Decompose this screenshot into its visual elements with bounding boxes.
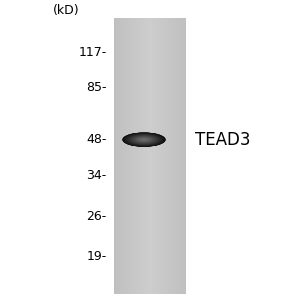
Ellipse shape xyxy=(124,133,164,146)
Ellipse shape xyxy=(139,138,149,141)
Ellipse shape xyxy=(137,137,151,142)
Ellipse shape xyxy=(130,135,158,144)
Ellipse shape xyxy=(126,134,162,146)
Ellipse shape xyxy=(139,138,149,141)
Ellipse shape xyxy=(134,136,154,143)
Ellipse shape xyxy=(142,139,146,140)
Ellipse shape xyxy=(127,134,161,146)
Ellipse shape xyxy=(140,138,148,141)
Ellipse shape xyxy=(138,138,150,142)
Ellipse shape xyxy=(134,136,154,143)
Ellipse shape xyxy=(132,136,156,143)
Ellipse shape xyxy=(131,135,157,144)
Ellipse shape xyxy=(122,133,166,147)
Ellipse shape xyxy=(139,138,149,142)
Ellipse shape xyxy=(123,133,165,147)
Ellipse shape xyxy=(125,134,163,146)
Ellipse shape xyxy=(132,136,156,144)
Ellipse shape xyxy=(128,134,160,145)
Ellipse shape xyxy=(131,135,157,144)
Ellipse shape xyxy=(128,134,160,145)
Ellipse shape xyxy=(124,133,164,146)
Ellipse shape xyxy=(128,134,160,145)
Ellipse shape xyxy=(134,136,154,143)
Ellipse shape xyxy=(141,139,147,141)
Ellipse shape xyxy=(134,136,154,143)
Ellipse shape xyxy=(135,137,153,142)
Ellipse shape xyxy=(124,133,164,146)
Ellipse shape xyxy=(123,133,165,147)
Ellipse shape xyxy=(131,136,157,144)
Ellipse shape xyxy=(141,139,147,141)
Ellipse shape xyxy=(130,135,158,144)
Ellipse shape xyxy=(143,139,145,140)
Ellipse shape xyxy=(123,133,165,146)
Ellipse shape xyxy=(126,134,162,146)
Ellipse shape xyxy=(129,135,159,145)
Ellipse shape xyxy=(142,139,146,140)
Ellipse shape xyxy=(130,135,158,144)
Text: 85-: 85- xyxy=(86,81,106,94)
Ellipse shape xyxy=(142,139,146,140)
Ellipse shape xyxy=(130,135,158,144)
Ellipse shape xyxy=(133,136,155,143)
Ellipse shape xyxy=(134,136,154,143)
Text: (kD): (kD) xyxy=(53,4,79,17)
Ellipse shape xyxy=(127,134,161,145)
Ellipse shape xyxy=(140,138,148,141)
Ellipse shape xyxy=(133,136,155,143)
Ellipse shape xyxy=(131,135,157,144)
Ellipse shape xyxy=(138,138,150,142)
Ellipse shape xyxy=(125,133,163,146)
Text: 19-: 19- xyxy=(86,250,106,263)
Ellipse shape xyxy=(137,137,151,142)
Ellipse shape xyxy=(125,134,163,146)
Ellipse shape xyxy=(137,137,151,142)
Ellipse shape xyxy=(129,135,159,145)
Ellipse shape xyxy=(142,139,146,140)
Ellipse shape xyxy=(133,136,155,143)
Ellipse shape xyxy=(135,137,153,142)
Ellipse shape xyxy=(140,138,148,141)
Ellipse shape xyxy=(141,139,147,141)
Text: 48-: 48- xyxy=(86,133,106,146)
Ellipse shape xyxy=(140,138,148,141)
Text: TEAD3: TEAD3 xyxy=(195,131,250,149)
Text: 117-: 117- xyxy=(78,46,106,59)
Text: 26-: 26- xyxy=(86,210,106,223)
Ellipse shape xyxy=(122,133,166,147)
Ellipse shape xyxy=(135,136,153,143)
Ellipse shape xyxy=(140,139,148,141)
Ellipse shape xyxy=(136,137,152,142)
Ellipse shape xyxy=(129,135,159,145)
Ellipse shape xyxy=(125,134,163,146)
Ellipse shape xyxy=(126,134,162,146)
Text: 34-: 34- xyxy=(86,169,106,182)
Ellipse shape xyxy=(137,137,151,142)
Ellipse shape xyxy=(136,137,152,142)
Ellipse shape xyxy=(138,138,150,142)
Ellipse shape xyxy=(136,137,152,142)
Ellipse shape xyxy=(128,134,160,145)
Ellipse shape xyxy=(127,134,161,145)
Ellipse shape xyxy=(124,133,164,146)
Ellipse shape xyxy=(132,136,156,144)
Ellipse shape xyxy=(136,137,152,142)
Ellipse shape xyxy=(128,134,160,145)
Ellipse shape xyxy=(142,139,146,140)
